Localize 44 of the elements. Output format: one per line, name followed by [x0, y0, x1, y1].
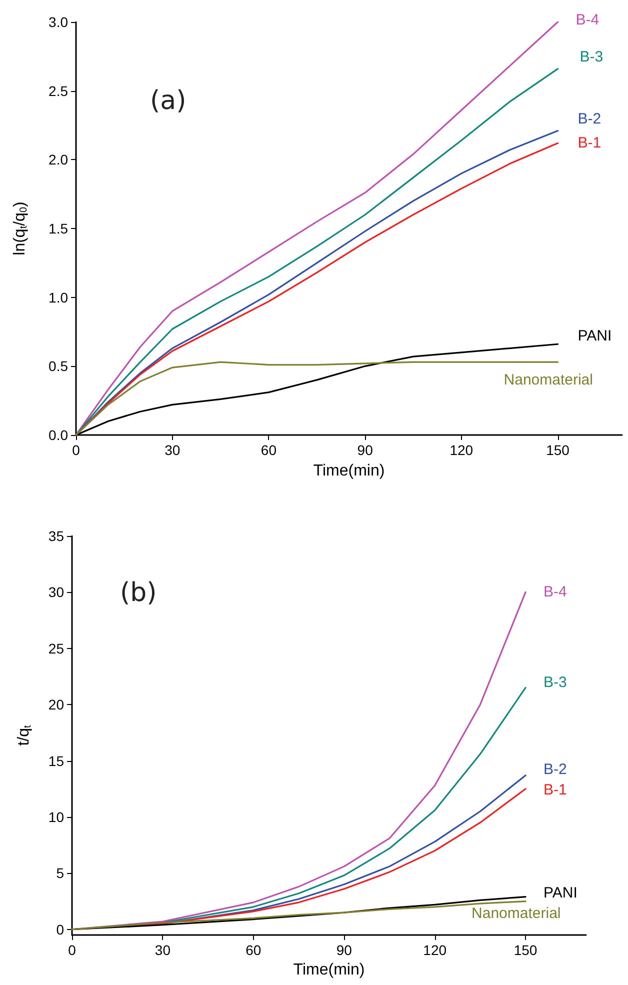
series-label: Nanomaterial	[504, 372, 593, 389]
x-tick-label: 150	[546, 442, 570, 458]
series-label: B-2	[544, 760, 567, 778]
y-tick-label: 1.0	[48, 289, 68, 306]
x-tick-label: 60	[246, 942, 262, 958]
y-tick-label: 5	[56, 865, 64, 882]
y-tick-label: 20	[48, 696, 64, 713]
y-tick-label: 0	[56, 921, 64, 938]
x-tick-label: 120	[450, 442, 474, 458]
annotation: (a)	[150, 86, 186, 116]
x-tick-label: 30	[164, 442, 180, 458]
series-label: B-4	[544, 584, 567, 601]
y-tick-label: 35	[48, 528, 64, 544]
y-tick-label: 2.5	[48, 82, 68, 99]
annotation: (b)	[120, 578, 157, 608]
y-tick-label: 0.0	[48, 427, 68, 443]
series-label: PANI	[578, 328, 612, 345]
series-label: PANI	[544, 884, 578, 902]
x-tick-label: 150	[514, 942, 538, 958]
y-tick-label: 1.5	[48, 220, 68, 236]
x-tick-label: 30	[154, 942, 171, 958]
y-tick-label: 3.0	[48, 14, 68, 30]
y-axis-title: t/qt	[16, 724, 34, 746]
series-label: B-3	[580, 48, 604, 66]
y-tick-label: 30	[48, 584, 64, 600]
series-label: Nanomaterial	[472, 904, 561, 922]
series-label: B-1	[578, 134, 602, 152]
series-label: B-4	[576, 12, 600, 28]
y-axis-title: ln(qt/q0)	[12, 202, 30, 256]
y-tick-label: 2.0	[48, 152, 68, 168]
x-axis-title: Time(min)	[313, 462, 385, 480]
y-tick-label: 0.5	[48, 358, 68, 374]
x-tick-label: 120	[423, 942, 447, 958]
y-tick-label: 10	[48, 808, 64, 825]
series-label: B-1	[544, 781, 567, 798]
series-label: B-2	[578, 110, 602, 128]
series-label: B-3	[544, 674, 567, 692]
y-tick-label: 25	[48, 640, 64, 656]
x-tick-label: 0	[72, 442, 80, 458]
y-tick-label: 15	[48, 752, 64, 769]
x-tick-label: 90	[357, 442, 374, 458]
x-tick-label: 60	[260, 442, 277, 458]
x-axis-title: Time(min)	[293, 961, 365, 978]
x-tick-label: 90	[336, 942, 352, 958]
